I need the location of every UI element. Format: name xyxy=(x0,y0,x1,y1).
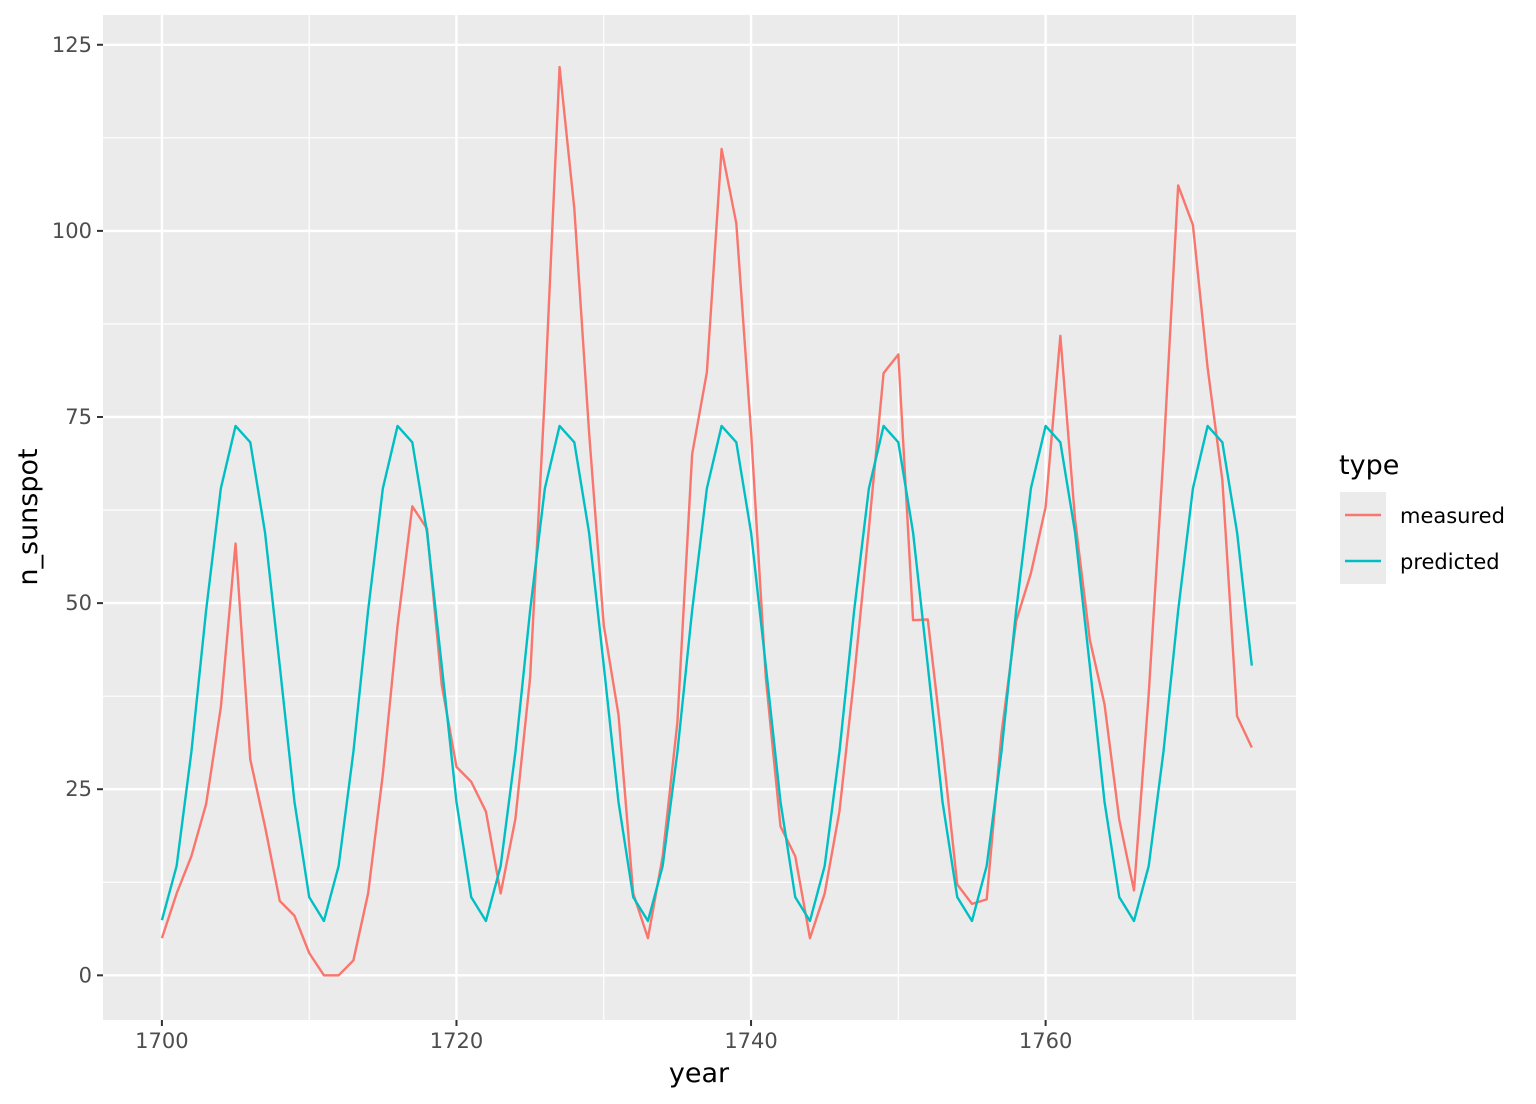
y-axis-title: n_sunspot xyxy=(13,448,44,585)
y-tick-label: 75 xyxy=(65,405,92,429)
x-tick-label: 1720 xyxy=(430,1029,483,1053)
legend: type measured predicted xyxy=(1339,450,1505,584)
legend-label-measured: measured xyxy=(1400,504,1505,528)
y-tick-label: 100 xyxy=(52,219,92,243)
legend-title: type xyxy=(1339,450,1399,481)
x-tick-label: 1700 xyxy=(135,1029,188,1053)
x-tick-label: 1760 xyxy=(1019,1029,1072,1053)
x-axis-title: year xyxy=(669,1058,730,1089)
y-tick-label: 125 xyxy=(52,33,92,57)
legend-label-predicted: predicted xyxy=(1400,550,1500,574)
y-tick-label: 25 xyxy=(65,777,92,801)
y-tick-label: 0 xyxy=(79,963,92,987)
panel-background xyxy=(103,15,1296,1020)
series-line-measured xyxy=(160,65,1253,977)
series-line-predicted xyxy=(160,424,1254,923)
y-tick-label: 50 xyxy=(65,591,92,615)
series-lines xyxy=(160,65,1254,977)
minor-gridlines xyxy=(103,15,1296,1020)
x-axis: 1700 1720 1740 1760 xyxy=(135,1020,1072,1053)
y-axis: 0 25 50 75 100 125 xyxy=(52,33,103,987)
x-tick-label: 1740 xyxy=(724,1029,777,1053)
